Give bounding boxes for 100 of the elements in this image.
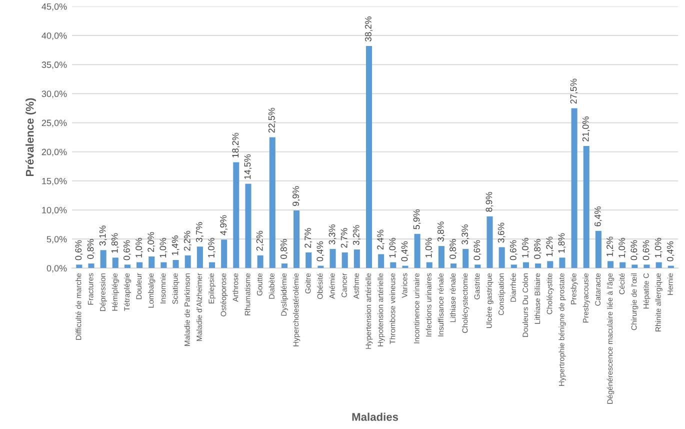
y-tick-label: 0,0%: [46, 265, 67, 273]
bar: [221, 240, 228, 268]
bar: [595, 230, 602, 268]
bar: [608, 261, 614, 268]
data-label: 8,9%: [486, 192, 494, 212]
data-label: 2,7%: [340, 228, 348, 248]
y-tick-label: 30,0%: [42, 90, 67, 98]
data-label: 3,8%: [437, 222, 445, 242]
bar: [644, 264, 650, 268]
data-label: 0,4%: [666, 241, 674, 262]
data-label: 1,4%: [172, 236, 180, 256]
bar: [632, 264, 638, 268]
data-label: 1,0%: [425, 238, 433, 258]
bar: [450, 263, 457, 268]
data-label: 21,0%: [582, 116, 590, 142]
bar: [354, 250, 360, 268]
data-label: 1,0%: [389, 238, 397, 258]
data-label: 0,4%: [401, 241, 409, 262]
bar: [184, 255, 191, 268]
data-label: 1,0%: [208, 238, 216, 258]
bar: [330, 248, 336, 268]
bar: [583, 146, 590, 268]
bar: [281, 263, 288, 268]
bar: [559, 258, 566, 268]
data-label: 0,6%: [630, 240, 638, 260]
bar: [474, 264, 481, 268]
data-label: 0,6%: [474, 240, 482, 260]
data-label: 22,5%: [268, 108, 276, 133]
bar: [100, 250, 106, 268]
y-axis-title: Prévalence (%): [25, 98, 36, 176]
data-label: 14,5%: [244, 154, 252, 179]
data-label: 0,6%: [75, 240, 83, 260]
data-label: 0,6%: [510, 240, 518, 260]
bar: [620, 262, 626, 268]
y-tick-label: 20,0%: [42, 148, 67, 156]
data-label: 3,3%: [328, 224, 336, 244]
bar: [148, 256, 155, 268]
data-label: 2,4%: [377, 230, 385, 250]
bar: [366, 46, 372, 268]
y-tick-label: 40,0%: [42, 32, 67, 40]
y-tick-label: 10,0%: [42, 206, 67, 214]
bar: [462, 248, 469, 268]
data-label: 9,9%: [292, 186, 300, 206]
data-label: 2,7%: [304, 228, 312, 248]
bar: [112, 258, 118, 268]
data-label: 3,1%: [99, 226, 107, 246]
data-label: 1,8%: [558, 233, 566, 253]
bar: [136, 262, 143, 268]
bar: [160, 262, 167, 268]
bar: [510, 264, 517, 268]
bar: [414, 234, 420, 268]
x-axis-title: Maladies: [352, 412, 398, 421]
bar: [378, 254, 384, 268]
data-label: 1,0%: [654, 238, 662, 258]
data-label: 2,0%: [148, 232, 156, 252]
data-label: 5,9%: [413, 209, 421, 230]
data-label: 38,2%: [365, 16, 372, 42]
data-label: 6,4%: [594, 206, 602, 226]
bar: [124, 264, 130, 268]
y-tick-label: 25,0%: [42, 120, 67, 128]
bar: [522, 262, 530, 268]
data-label: 0,8%: [534, 239, 542, 259]
data-label: 18,2%: [232, 132, 240, 158]
data-label: 4,9%: [220, 215, 228, 236]
bar: [88, 263, 94, 268]
data-label: 3,2%: [352, 225, 360, 246]
data-label: 1,2%: [546, 236, 554, 256]
bar: [172, 260, 179, 268]
bar: [535, 263, 542, 268]
bar: [390, 262, 396, 268]
y-tick-label: 5,0%: [46, 236, 67, 244]
y-tick-label: 45,0%: [42, 3, 67, 11]
bar: [76, 264, 82, 268]
data-label: 0,4%: [316, 241, 324, 262]
bar: [656, 262, 662, 268]
bar: [257, 255, 264, 268]
bar: [426, 262, 432, 268]
data-label: 1,2%: [606, 236, 614, 256]
data-label: 0,6%: [124, 240, 131, 260]
data-label: 1,0%: [522, 238, 530, 258]
bar: [438, 246, 444, 268]
data-label: 2,2%: [184, 230, 192, 251]
bar: [294, 210, 300, 268]
bar: [233, 162, 240, 268]
bar: [306, 252, 312, 268]
data-label: 0,8%: [450, 239, 458, 259]
data-label: 1,0%: [136, 238, 144, 258]
bar: [269, 137, 276, 268]
bar: [486, 216, 493, 268]
data-label: 3,6%: [498, 222, 506, 243]
data-label: 3,3%: [462, 224, 470, 244]
data-label: 27,5%: [570, 78, 578, 104]
data-label: 0,8%: [280, 239, 288, 259]
y-tick-label: 15,0%: [42, 178, 67, 186]
bar: [342, 252, 348, 268]
data-label: 1,0%: [618, 238, 626, 258]
data-label: 1,0%: [160, 238, 168, 258]
bar: [498, 247, 505, 268]
data-label: 1,8%: [111, 233, 119, 253]
bar: [547, 261, 554, 268]
